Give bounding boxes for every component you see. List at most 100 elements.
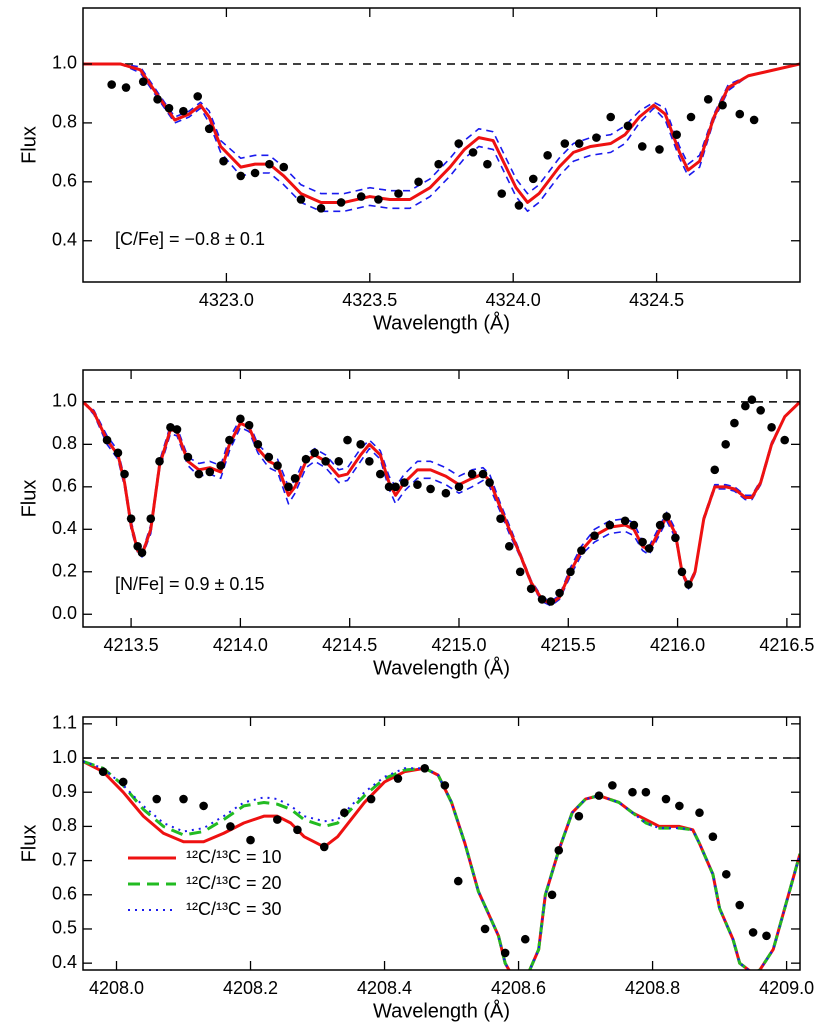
data-point bbox=[504, 541, 514, 551]
y-tick-label: 0.4 bbox=[52, 952, 77, 972]
y-tick-label: 0.8 bbox=[52, 433, 77, 453]
data-point bbox=[164, 103, 174, 113]
data-point bbox=[441, 488, 451, 498]
data-point bbox=[146, 514, 156, 523]
data-point bbox=[515, 567, 525, 577]
y-tick-label: 0.4 bbox=[52, 230, 77, 250]
data-point bbox=[735, 900, 744, 910]
x-axis-label: Wavelength (Å) bbox=[373, 656, 510, 679]
data-point bbox=[749, 115, 759, 125]
data-point bbox=[375, 469, 385, 479]
data-point bbox=[526, 584, 536, 594]
data-point bbox=[574, 811, 584, 821]
data-point bbox=[152, 794, 162, 804]
data-point bbox=[384, 482, 394, 492]
data-point bbox=[250, 168, 260, 178]
data-point bbox=[608, 781, 617, 790]
x-tick-label: 4208.6 bbox=[491, 978, 546, 998]
data-point bbox=[391, 482, 400, 492]
data-point bbox=[641, 787, 651, 797]
data-point bbox=[620, 516, 630, 526]
data-point bbox=[605, 520, 615, 530]
data-point bbox=[497, 189, 507, 198]
plot-area bbox=[83, 62, 800, 213]
data-point bbox=[623, 121, 633, 131]
plot-frame bbox=[82, 7, 801, 283]
x-tick-label: 4324.0 bbox=[486, 290, 541, 310]
data-point bbox=[343, 435, 352, 445]
data-point bbox=[677, 567, 687, 577]
data-point bbox=[762, 931, 771, 941]
data-point bbox=[555, 588, 564, 598]
data-point bbox=[334, 457, 344, 466]
data-point bbox=[655, 520, 665, 530]
data-point bbox=[721, 869, 731, 879]
data-point bbox=[453, 876, 463, 886]
data-point bbox=[321, 457, 330, 466]
annotation: [N/Fe] = 0.9 ± 0.15 bbox=[115, 574, 264, 594]
data-point bbox=[592, 133, 601, 142]
data-point bbox=[454, 482, 464, 492]
data-point bbox=[265, 159, 274, 169]
y-axis-label: Flux bbox=[18, 825, 40, 863]
data-point bbox=[279, 162, 289, 172]
data-point bbox=[560, 139, 570, 148]
data-point bbox=[537, 595, 547, 604]
data-point bbox=[236, 414, 245, 424]
data-point bbox=[574, 139, 584, 148]
data-point bbox=[273, 815, 282, 824]
data-point bbox=[155, 457, 164, 466]
x-tick-label: 4208.4 bbox=[357, 978, 412, 998]
data-point bbox=[440, 781, 450, 790]
data-point bbox=[554, 846, 564, 855]
data-point bbox=[547, 890, 557, 900]
data-point bbox=[483, 159, 492, 169]
data-point bbox=[366, 794, 376, 804]
series-line bbox=[83, 760, 800, 970]
y-tick-label: 0.6 bbox=[52, 476, 77, 496]
data-point bbox=[204, 124, 214, 134]
data-point bbox=[655, 145, 664, 154]
series-line bbox=[83, 760, 800, 970]
plot-area bbox=[83, 757, 800, 970]
data-point bbox=[594, 791, 604, 800]
series-line bbox=[83, 62, 800, 204]
data-point bbox=[365, 457, 374, 466]
data-point bbox=[199, 801, 208, 811]
y-tick-label: 0.8 bbox=[52, 112, 77, 132]
data-point bbox=[638, 537, 647, 547]
x-tick-label: 4323.5 bbox=[342, 290, 397, 310]
data-point bbox=[756, 406, 765, 415]
data-point bbox=[735, 109, 745, 119]
data-point bbox=[686, 112, 696, 122]
y-tick-label: 0.6 bbox=[52, 884, 77, 904]
data-point bbox=[661, 794, 671, 804]
y-tick-label: 1.0 bbox=[52, 53, 77, 73]
data-point bbox=[296, 195, 306, 204]
data-point bbox=[137, 548, 147, 557]
data-point bbox=[219, 156, 228, 166]
y-tick-label: 1.0 bbox=[52, 747, 77, 767]
y-tick-label: 0.7 bbox=[52, 849, 77, 869]
data-point bbox=[780, 435, 789, 445]
y-tick-label: 1.1 bbox=[52, 713, 77, 733]
data-point bbox=[546, 597, 556, 606]
x-tick-label: 4208.8 bbox=[625, 978, 680, 998]
x-tick-label: 4323.0 bbox=[199, 290, 254, 310]
data-point bbox=[102, 435, 112, 445]
data-point bbox=[767, 423, 776, 432]
x-tick-label: 4213.5 bbox=[104, 635, 159, 655]
data-point bbox=[485, 478, 494, 487]
data-point bbox=[336, 198, 346, 207]
data-point bbox=[394, 189, 403, 198]
x-axis-label: Wavelength (Å) bbox=[373, 999, 510, 1022]
data-point bbox=[194, 469, 204, 479]
x-axis-label: Wavelength (Å) bbox=[373, 311, 510, 334]
y-tick-label: 1.0 bbox=[52, 391, 77, 411]
data-point bbox=[226, 822, 235, 831]
data-point bbox=[236, 171, 246, 181]
data-point bbox=[721, 440, 730, 449]
data-point bbox=[747, 395, 757, 405]
data-point bbox=[514, 201, 524, 210]
x-tick-label: 4215.5 bbox=[541, 635, 596, 655]
